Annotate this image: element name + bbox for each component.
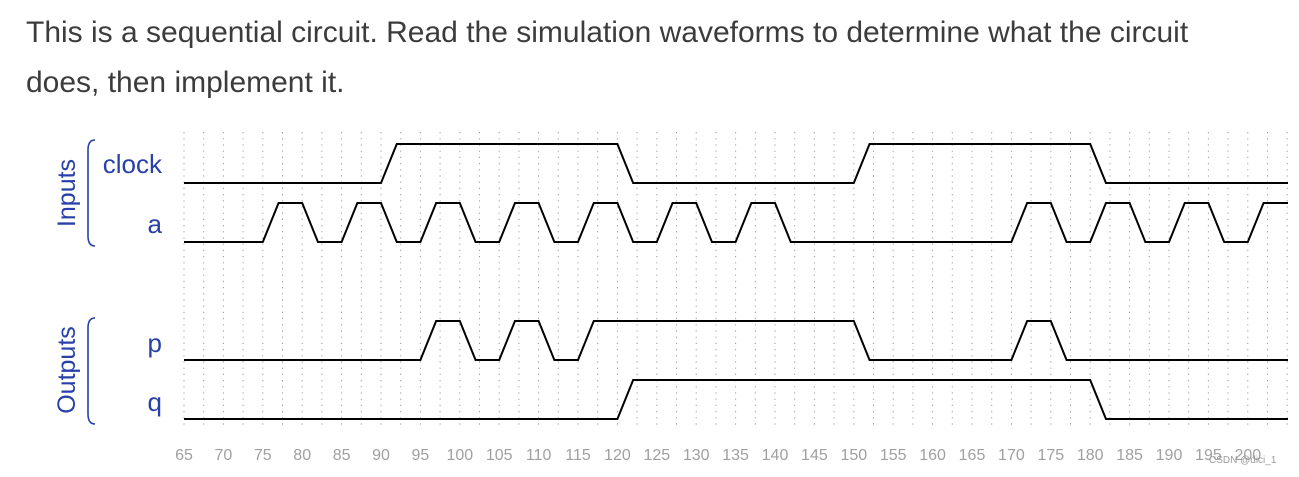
description-line-2: does, then implement it. [26, 66, 345, 99]
time-tick-label: 155 [880, 447, 907, 464]
outputs-bracket [87, 317, 96, 425]
time-tick-label: 135 [722, 447, 749, 464]
time-tick-label: 100 [446, 447, 473, 464]
waveform-q [184, 379, 1288, 420]
time-tick-label: 105 [486, 447, 513, 464]
time-tick-label: 110 [526, 447, 552, 464]
time-tick-label: 125 [643, 447, 670, 464]
waveform-p [184, 320, 1288, 361]
waveform-clock [184, 143, 1288, 184]
time-tick-label: 190 [1156, 447, 1183, 464]
time-tick-label: 185 [1116, 447, 1143, 464]
time-tick-label: 75 [254, 447, 272, 464]
time-tick-label: 85 [333, 447, 351, 464]
time-tick-label: 165 [959, 447, 986, 464]
time-tick-label: 70 [215, 447, 233, 464]
time-tick-label: 65 [175, 447, 193, 464]
time-tick-label: 180 [1077, 447, 1104, 464]
time-tick-label: 120 [604, 447, 631, 464]
time-tick-label: 90 [372, 447, 390, 464]
time-tick-label: 160 [919, 447, 946, 464]
watermark: CSDN @dici_1 [1209, 455, 1277, 466]
signal-label-clock: clock [103, 149, 163, 179]
time-tick-label: 80 [293, 447, 311, 464]
time-tick-label: 170 [998, 447, 1025, 464]
time-tick-label: 95 [412, 447, 430, 464]
outputs-group-label: Outputs [53, 326, 81, 414]
inputs-bracket [87, 139, 96, 247]
time-gridlines [183, 132, 1288, 428]
signal-labels: clock a pq [103, 149, 163, 417]
time-tick-label: 195 [1195, 447, 1222, 464]
waveform-a [184, 202, 1288, 243]
signal-label-a: a [148, 209, 163, 239]
signal-label-p: p [148, 328, 162, 358]
problem-description: This is a sequential circuit. Read the s… [26, 8, 1276, 108]
inputs-group-label: Inputs [53, 159, 81, 227]
time-axis: 65 70 75 80 85 90 95 100 105 110 115 120 125 130 135 14… [175, 447, 1261, 464]
time-tick-label: 175 [1037, 447, 1064, 464]
signal-label-q: q [148, 387, 162, 417]
waveforms [184, 143, 1288, 420]
time-tick-label: 145 [801, 447, 828, 464]
time-tick-label: 150 [840, 447, 867, 464]
time-tick-label: 140 [762, 447, 789, 464]
time-tick-label: 115 [565, 447, 591, 464]
description-line-1: This is a sequential circuit. Read the s… [26, 16, 1189, 49]
time-tick-label: 200 [1234, 447, 1261, 464]
time-tick-label: 130 [683, 447, 710, 464]
